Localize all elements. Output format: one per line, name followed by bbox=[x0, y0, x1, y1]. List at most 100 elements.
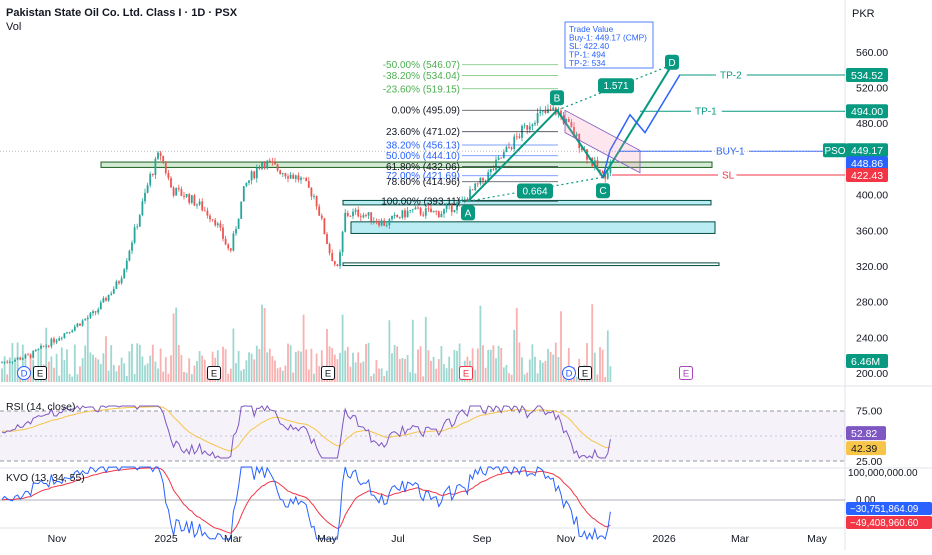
volume-bar bbox=[362, 361, 365, 382]
candle bbox=[575, 133, 578, 137]
volume-bar bbox=[432, 356, 435, 382]
currency-label[interactable]: PKR bbox=[852, 8, 875, 20]
volume-bar bbox=[606, 330, 609, 382]
candle bbox=[287, 176, 289, 179]
candle bbox=[604, 172, 607, 179]
candle bbox=[536, 113, 539, 124]
candle bbox=[255, 167, 258, 179]
kvo-signal-label: −49,408,960.60 bbox=[850, 518, 919, 529]
candle bbox=[388, 219, 391, 225]
candle bbox=[515, 136, 518, 138]
volume-bar bbox=[422, 376, 425, 382]
volume-bar bbox=[445, 368, 448, 382]
volume-bar bbox=[58, 375, 61, 382]
volume-bar bbox=[287, 343, 289, 382]
candle bbox=[177, 188, 180, 190]
volume-bar bbox=[378, 368, 380, 382]
volume-bar bbox=[302, 314, 305, 382]
candle bbox=[484, 180, 487, 182]
event-marker-label: E bbox=[582, 369, 588, 380]
volume-bar bbox=[326, 329, 328, 382]
price-tick: 320.00 bbox=[856, 261, 888, 273]
volume-bar bbox=[435, 368, 438, 382]
candle bbox=[125, 260, 128, 270]
fib-level-label: 23.60% (471.02) bbox=[386, 127, 460, 138]
rsi-ma-label-bg bbox=[846, 441, 886, 456]
chart-header: Pakistan State Oil Co. Ltd. Class I · 1D… bbox=[6, 6, 237, 34]
candle bbox=[599, 169, 601, 172]
price-axis-label: 449.17 bbox=[851, 145, 883, 157]
symbol-title[interactable]: Pakistan State Oil Co. Ltd. Class I · 1D… bbox=[6, 7, 238, 19]
volume-bar bbox=[575, 376, 578, 382]
candle bbox=[570, 122, 573, 128]
candle bbox=[573, 127, 575, 137]
candle bbox=[229, 248, 232, 251]
candle bbox=[185, 194, 188, 197]
volume-bar bbox=[305, 349, 308, 382]
candle bbox=[404, 210, 406, 218]
candle bbox=[523, 125, 526, 127]
candle bbox=[552, 107, 555, 111]
volume-bar bbox=[424, 316, 427, 382]
time-tick: Nov bbox=[48, 533, 67, 545]
time-tick: 2025 bbox=[154, 533, 178, 545]
candle bbox=[71, 330, 74, 332]
candle bbox=[396, 214, 399, 218]
candle bbox=[37, 348, 40, 350]
candle bbox=[151, 173, 154, 175]
price-axis-label-bg bbox=[846, 168, 888, 183]
volume-bar bbox=[47, 361, 50, 382]
volume-bar bbox=[162, 371, 165, 382]
candle bbox=[393, 214, 396, 216]
volume-bar bbox=[222, 346, 224, 382]
candle bbox=[333, 261, 336, 265]
candle bbox=[357, 209, 360, 217]
candle bbox=[593, 160, 596, 167]
price-tick: 480.00 bbox=[856, 118, 888, 130]
rsi-line bbox=[1, 405, 611, 459]
candle bbox=[138, 215, 141, 227]
fib-level-label: 0.00% (495.09) bbox=[392, 106, 460, 117]
volume-bar bbox=[297, 350, 300, 382]
event-marker-label: E bbox=[211, 369, 217, 380]
volume-bar bbox=[196, 360, 198, 382]
candle bbox=[58, 338, 61, 341]
candle bbox=[580, 148, 583, 151]
volume-bar bbox=[385, 370, 388, 382]
volume-bar bbox=[81, 358, 84, 382]
candle bbox=[274, 162, 276, 165]
candle bbox=[105, 298, 107, 301]
candle bbox=[45, 345, 48, 347]
volume-bar bbox=[125, 375, 128, 382]
volume-bar bbox=[281, 370, 284, 382]
pattern-point-badge bbox=[665, 54, 679, 70]
candle bbox=[544, 110, 547, 113]
volume-bar bbox=[172, 313, 175, 382]
candle bbox=[281, 173, 284, 175]
volume-bar bbox=[586, 343, 588, 382]
candle bbox=[437, 211, 440, 218]
volume-bar bbox=[107, 370, 110, 382]
volume-bar bbox=[534, 356, 536, 382]
volume-bar bbox=[131, 343, 133, 382]
volume-bar bbox=[253, 359, 256, 382]
candle bbox=[497, 157, 500, 160]
pattern-point-label: A bbox=[465, 208, 472, 219]
candle bbox=[318, 206, 321, 216]
volume-bar bbox=[510, 374, 513, 382]
candle bbox=[19, 357, 22, 360]
candle bbox=[391, 215, 393, 220]
price-tick: 400.00 bbox=[856, 190, 888, 202]
candle bbox=[201, 201, 204, 211]
candle bbox=[271, 161, 274, 163]
candle bbox=[216, 223, 219, 226]
candle bbox=[258, 167, 261, 169]
time-tick: Nov bbox=[557, 533, 576, 545]
candle bbox=[203, 210, 206, 212]
demand-zone-lower bbox=[342, 262, 720, 267]
volume-bar bbox=[414, 373, 417, 382]
volume-bar bbox=[105, 336, 107, 382]
candle bbox=[167, 172, 170, 179]
